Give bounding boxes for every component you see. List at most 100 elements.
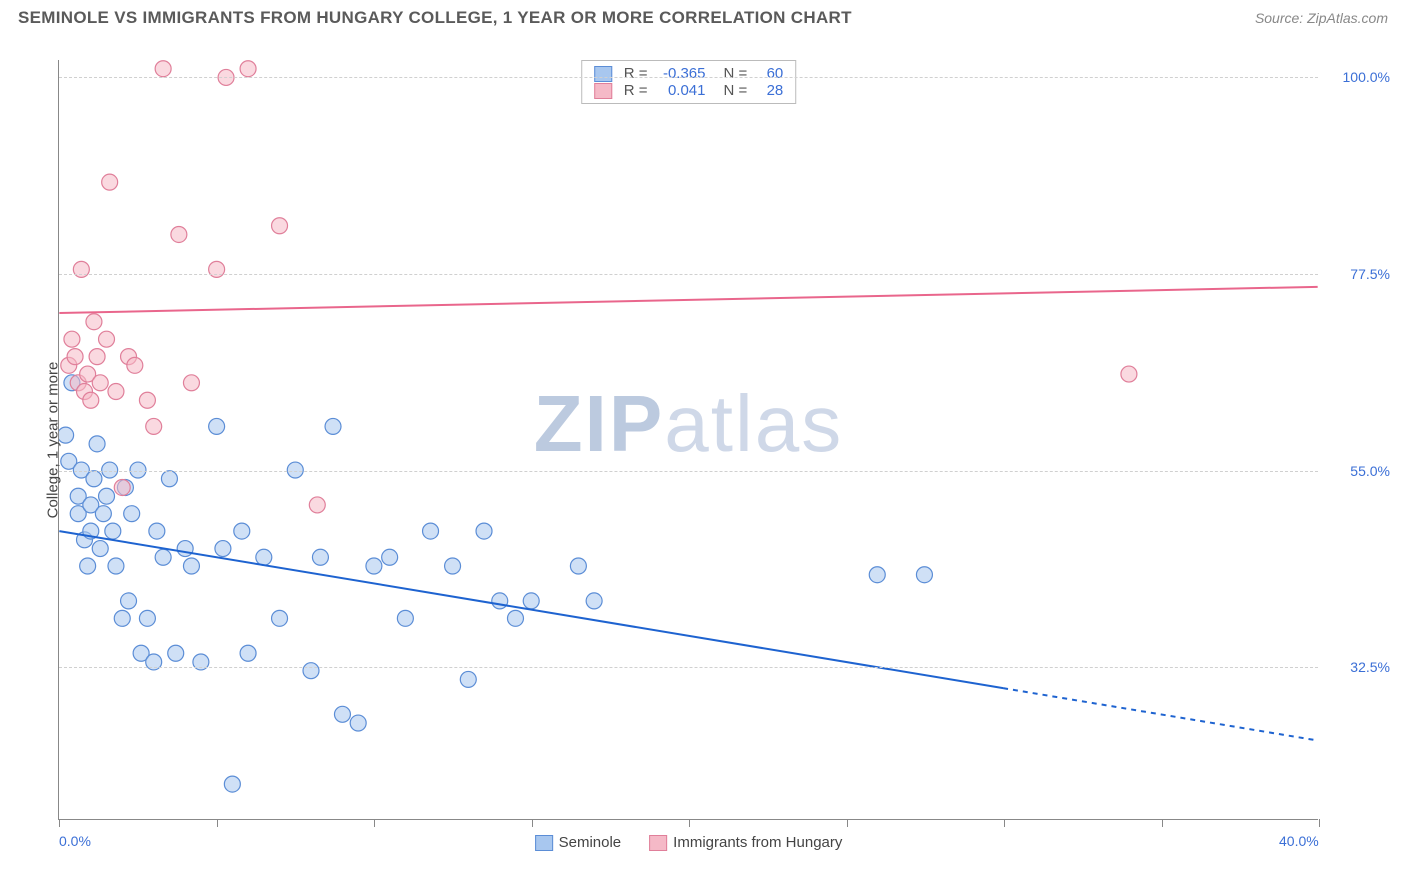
data-point bbox=[507, 610, 523, 626]
trend-line-dash bbox=[1003, 688, 1318, 740]
data-point bbox=[80, 366, 96, 382]
x-tick bbox=[1004, 819, 1005, 827]
data-point bbox=[155, 549, 171, 565]
data-point bbox=[586, 593, 602, 609]
data-point bbox=[86, 471, 102, 487]
data-point bbox=[240, 61, 256, 77]
stat-n-value: 60 bbox=[755, 65, 783, 82]
data-point bbox=[92, 541, 108, 557]
data-point bbox=[83, 392, 99, 408]
data-point bbox=[303, 663, 319, 679]
y-tick-label: 100.0% bbox=[1324, 69, 1390, 85]
x-tick bbox=[374, 819, 375, 827]
stat-n-label: N = bbox=[724, 65, 748, 82]
data-point bbox=[139, 610, 155, 626]
y-tick-label: 55.0% bbox=[1324, 463, 1390, 479]
data-point bbox=[168, 645, 184, 661]
gridline-h bbox=[59, 274, 1318, 275]
data-point bbox=[127, 357, 143, 373]
data-point bbox=[67, 349, 83, 365]
data-point bbox=[325, 418, 341, 434]
trend-line bbox=[59, 531, 1003, 688]
data-point bbox=[95, 506, 111, 522]
data-point bbox=[382, 549, 398, 565]
stats-legend: R = -0.365 N = 60 R = 0.041 N = 28 bbox=[581, 60, 797, 104]
watermark: ZIPatlas bbox=[534, 378, 843, 470]
gridline-h bbox=[59, 77, 1318, 78]
data-point bbox=[99, 488, 115, 504]
legend-swatch bbox=[649, 835, 667, 851]
data-point bbox=[177, 541, 193, 557]
data-point bbox=[397, 610, 413, 626]
data-point bbox=[77, 384, 93, 400]
chart-container: College, 1 year or more ZIPatlas R = -0.… bbox=[18, 38, 1388, 884]
data-point bbox=[445, 558, 461, 574]
data-point bbox=[124, 506, 140, 522]
legend-row: R = -0.365 N = 60 bbox=[594, 65, 784, 82]
gridline-h bbox=[59, 667, 1318, 668]
y-tick-label: 77.5% bbox=[1324, 266, 1390, 282]
data-point bbox=[1121, 366, 1137, 382]
stat-r-value: -0.365 bbox=[656, 65, 706, 82]
data-point bbox=[146, 418, 162, 434]
x-tick bbox=[689, 819, 690, 827]
data-point bbox=[80, 558, 96, 574]
trend-line bbox=[59, 287, 1317, 313]
data-point bbox=[234, 523, 250, 539]
data-point bbox=[309, 497, 325, 513]
data-point bbox=[272, 610, 288, 626]
stat-n-label: N = bbox=[724, 82, 748, 99]
x-tick bbox=[847, 819, 848, 827]
data-point bbox=[114, 610, 130, 626]
stat-r-label: R = bbox=[624, 82, 648, 99]
data-point bbox=[89, 349, 105, 365]
data-point bbox=[92, 375, 108, 391]
stat-n-value: 28 bbox=[755, 82, 783, 99]
x-tick bbox=[1319, 819, 1320, 827]
data-point bbox=[476, 523, 492, 539]
x-tick bbox=[217, 819, 218, 827]
data-point bbox=[77, 532, 93, 548]
data-point bbox=[121, 349, 137, 365]
data-point bbox=[114, 479, 130, 495]
y-tick-label: 32.5% bbox=[1324, 659, 1390, 675]
x-tick-label: 40.0% bbox=[1279, 833, 1319, 849]
stat-r-label: R = bbox=[624, 65, 648, 82]
data-point bbox=[83, 523, 99, 539]
plot-area: College, 1 year or more ZIPatlas R = -0.… bbox=[58, 60, 1318, 820]
data-point bbox=[272, 218, 288, 234]
stat-r-value: 0.041 bbox=[656, 82, 706, 99]
data-point bbox=[209, 418, 225, 434]
data-point bbox=[423, 523, 439, 539]
data-point bbox=[366, 558, 382, 574]
data-point bbox=[139, 392, 155, 408]
data-point bbox=[64, 375, 80, 391]
legend-row: R = 0.041 N = 28 bbox=[594, 82, 784, 99]
data-point bbox=[83, 497, 99, 513]
data-point bbox=[916, 567, 932, 583]
data-point bbox=[869, 567, 885, 583]
legend-item: Immigrants from Hungary bbox=[649, 834, 842, 851]
x-tick bbox=[59, 819, 60, 827]
data-point bbox=[171, 226, 187, 242]
data-point bbox=[99, 331, 115, 347]
chart-title: SEMINOLE VS IMMIGRANTS FROM HUNGARY COLL… bbox=[18, 8, 852, 28]
data-point bbox=[89, 436, 105, 452]
data-point bbox=[70, 488, 86, 504]
legend-label: Immigrants from Hungary bbox=[673, 834, 842, 851]
data-point bbox=[460, 671, 476, 687]
data-point bbox=[64, 331, 80, 347]
data-point bbox=[492, 593, 508, 609]
data-point bbox=[350, 715, 366, 731]
data-point bbox=[117, 479, 133, 495]
data-point bbox=[570, 558, 586, 574]
chart-svg bbox=[59, 60, 1318, 819]
data-point bbox=[215, 541, 231, 557]
y-axis-label: College, 1 year or more bbox=[45, 361, 62, 518]
legend-swatch bbox=[535, 835, 553, 851]
legend-item: Seminole bbox=[535, 834, 622, 851]
x-tick bbox=[532, 819, 533, 827]
data-point bbox=[224, 776, 240, 792]
x-tick bbox=[1162, 819, 1163, 827]
data-point bbox=[312, 549, 328, 565]
